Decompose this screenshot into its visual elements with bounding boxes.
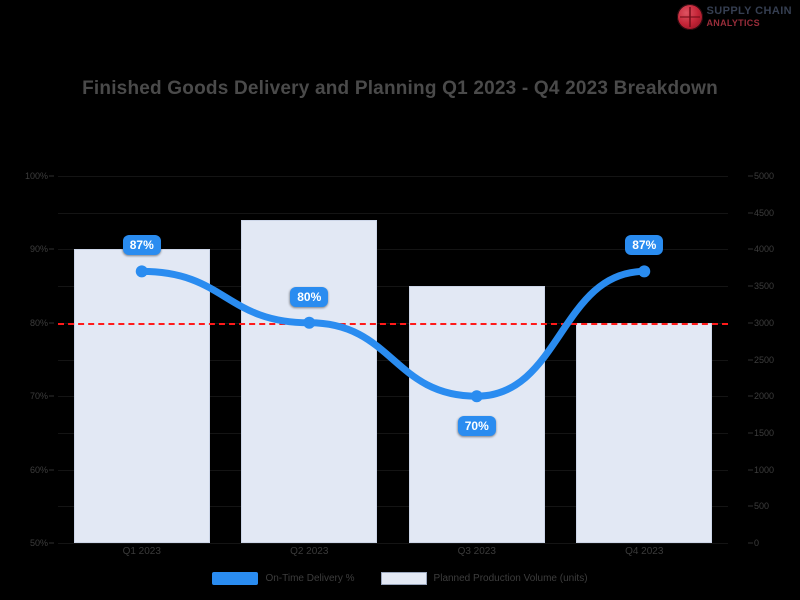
y-tick-left-1: 90% [29,244,48,255]
y-tick-right-0: 5000 [754,171,775,181]
gridline [58,469,728,471]
data-label-1: 80% [290,286,329,307]
y-tickmark-left-4 [49,469,54,471]
y-tickmark-right-0 [748,175,753,177]
gridline [58,432,728,434]
line-point-1[interactable] [303,316,316,329]
data-label-0: 87% [122,235,161,256]
y-tick-right-9: 500 [754,501,770,512]
gridline [58,286,728,288]
y-tick-left-4: 60% [29,464,48,475]
legend-label-0: On-Time Delivery % [265,573,355,584]
legend-label-1: Planned Production Volume (units) [433,573,588,584]
y-tickmark-left-3 [49,395,54,397]
y-tickmark-left-2 [49,322,54,324]
brand-logo: SUPPLY CHAIN ANALYTICS [676,4,793,30]
line-point-2[interactable] [470,390,483,403]
target-line [58,322,728,325]
y-tickmark-left-0 [49,175,54,177]
y-tick-right-10: 0 [754,538,760,548]
y-tickmark-left-5 [49,542,54,544]
y-tickmark-right-4 [748,322,753,324]
bar-1[interactable] [241,220,378,543]
data-label-3: 87% [625,235,664,256]
logo-line-1: SUPPLY CHAIN [706,5,792,17]
x-axis-label-2: Q3 2023 [457,546,496,557]
y-tick-right-7: 1500 [754,427,775,438]
y-tickmark-right-10 [748,542,753,544]
x-axis-label-3: Q4 2023 [625,546,664,557]
y-axis-right: 5000 4500 4000 3500 3000 2500 2000 1500 1000 500 0 [748,171,798,548]
y-tick-left-0: 100% [24,171,48,181]
legend-item-1[interactable]: Planned Production Volume (units) [380,572,588,585]
y-tickmark-right-1 [748,212,753,214]
y-tick-right-5: 2500 [754,354,775,365]
logo-wordmark: SUPPLY CHAIN ANALYTICS [707,6,793,28]
y-tickmark-right-9 [748,505,753,507]
x-axis-label-0: Q1 2023 [122,546,161,557]
bar-0[interactable] [73,249,210,543]
y-tick-left-3: 70% [29,391,48,402]
x-axis-labels: Q1 2023 Q2 2023 Q3 2023 Q4 2023 [58,546,728,564]
logo-mark-icon [676,4,703,30]
y-tick-right-4: 3000 [754,317,775,328]
y-tickmark-right-6 [748,395,753,397]
data-label-2: 70% [457,416,496,437]
y-tickmark-right-2 [748,248,753,250]
bar-2[interactable] [408,286,545,543]
y-tick-right-8: 1000 [754,464,775,475]
gridline [58,543,728,544]
y-axis-left: 100% 90% 80% 70% 60% 50% [4,171,54,548]
gridline [58,396,728,398]
y-tick-right-3: 3500 [754,281,775,292]
line-series [135,265,651,403]
line-point-3[interactable] [638,265,651,278]
logo-line-2: ANALYTICS [706,18,760,28]
legend-swatch-icon-0 [212,572,259,585]
chart-title: Finished Goods Delivery and Planning Q1 … [82,78,718,99]
gridline [58,212,728,214]
y-tickmark-right-3 [748,285,753,287]
y-tickmark-right-7 [748,432,753,434]
x-axis-label-1: Q2 2023 [290,546,329,557]
gridline [58,176,728,177]
legend-swatch-icon-1 [380,572,427,585]
y-tickmark-left-1 [49,248,54,250]
y-tick-left-5: 50% [29,538,48,548]
y-tickmark-right-5 [748,359,753,360]
bar-3[interactable] [576,322,713,543]
gridline [58,249,728,251]
y-tick-right-2: 4000 [754,244,775,255]
y-tick-right-1: 4500 [754,207,775,218]
line-point-0[interactable] [135,265,148,278]
y-tickmark-right-8 [748,469,753,471]
chart-legend: On-Time Delivery % Planned Production Vol… [0,572,800,585]
y-tick-right-6: 2000 [754,391,775,402]
y-tick-left-2: 80% [29,317,48,328]
gridline [58,506,728,508]
legend-item-0[interactable]: On-Time Delivery % [212,572,355,585]
plot-area: 87% 80% 70% 87% [58,176,728,544]
